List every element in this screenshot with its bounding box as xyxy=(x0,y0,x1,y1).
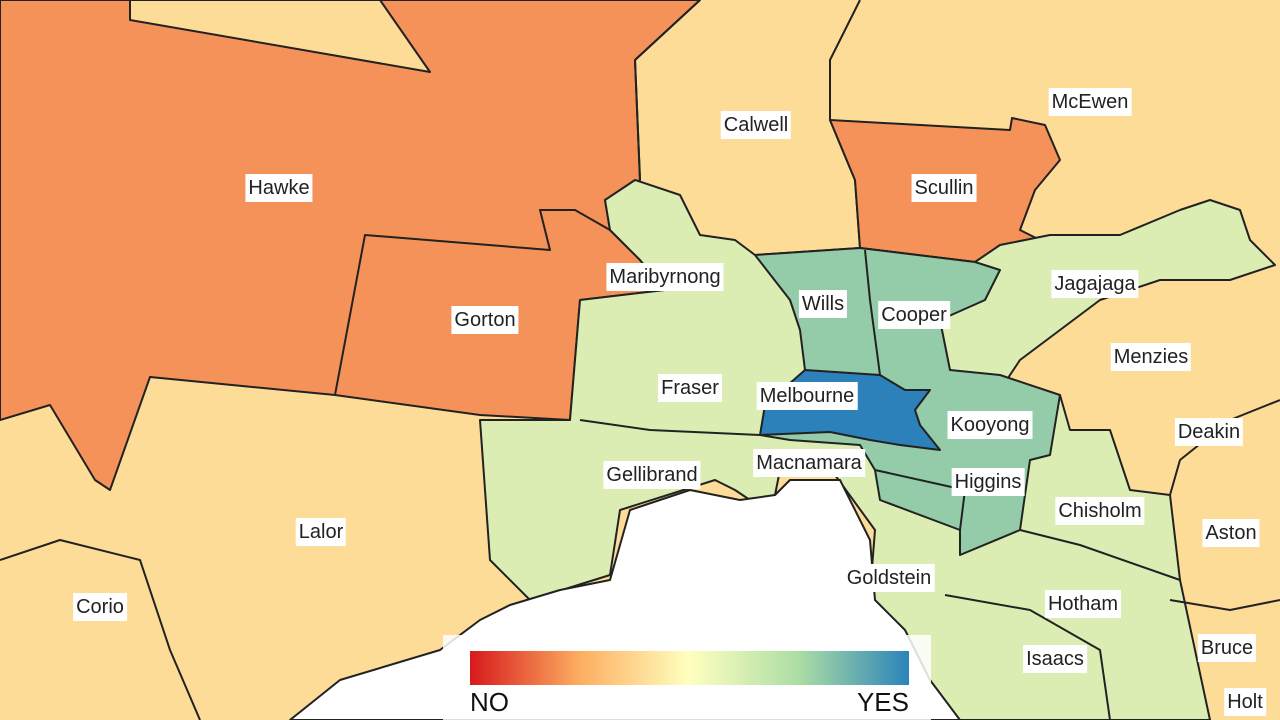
border-calwell xyxy=(634,0,701,181)
legend-no-label: NO xyxy=(470,687,509,717)
border-west xyxy=(0,539,201,720)
border-east-2 xyxy=(1169,599,1280,611)
label-menzies: Menzies xyxy=(1110,343,1192,371)
label-hawke: Hawke xyxy=(245,174,313,202)
label-goldstein: Goldstein xyxy=(843,564,935,592)
label-chisholm: Chisholm xyxy=(1055,497,1145,525)
label-hotham: Hotham xyxy=(1044,590,1122,618)
label-higgins: Higgins xyxy=(951,468,1025,496)
label-aston: Aston xyxy=(1202,519,1260,547)
label-jagajaga: Jagajaga xyxy=(1051,270,1139,298)
label-isaacs: Isaacs xyxy=(1023,645,1087,673)
legend-yes-label: YES xyxy=(856,687,909,717)
label-bruce: Bruce xyxy=(1197,634,1257,662)
label-scullin: Scullin xyxy=(911,174,977,202)
label-mcewen: McEwen xyxy=(1048,88,1132,116)
border-inner-5 xyxy=(579,419,761,436)
label-calwell: Calwell xyxy=(720,111,792,139)
label-gorton: Gorton xyxy=(451,306,519,334)
label-gellibrand: Gellibrand xyxy=(603,461,701,489)
label-kooyong: Kooyong xyxy=(947,411,1033,439)
color-legend: NO YES xyxy=(443,635,931,720)
border-hawke-gorton xyxy=(334,209,611,396)
label-deakin: Deakin xyxy=(1174,418,1244,446)
legend-gradient-bar xyxy=(470,651,909,685)
border-inner-3 xyxy=(1019,529,1181,581)
label-melbourne: Melbourne xyxy=(756,382,858,410)
border-east xyxy=(1169,399,1280,496)
label-wills: Wills xyxy=(798,290,848,318)
label-fraser: Fraser xyxy=(658,374,722,402)
label-corio: Corio xyxy=(73,593,127,621)
border-inner-4 xyxy=(944,594,1111,720)
label-macnamara: Macnamara xyxy=(753,449,865,477)
label-lalor: Lalor xyxy=(295,518,347,546)
region-calwell-north[interactable] xyxy=(129,0,431,73)
label-holt: Holt xyxy=(1224,688,1266,716)
border-inner xyxy=(864,249,881,376)
label-cooper: Cooper xyxy=(878,301,950,329)
label-maribyrnong: Maribyrnong xyxy=(606,263,724,291)
